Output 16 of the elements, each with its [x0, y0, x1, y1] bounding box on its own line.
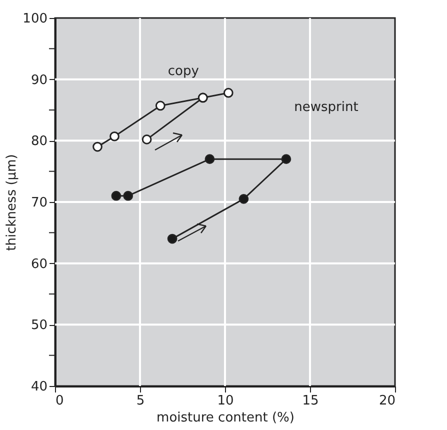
x-axis-title: moisture content (%) [156, 410, 294, 426]
y-tick-label: 80 [30, 134, 48, 150]
x-tick-label: 5 [136, 394, 145, 408]
y-tick-label: 90 [30, 72, 48, 88]
y-tick-label: 40 [30, 380, 48, 394]
x-tick-label: 0 [56, 394, 64, 408]
x-tick-label: 10 [217, 394, 234, 408]
y-axis-title: thickness (μm) [4, 154, 20, 251]
text: newsprint [294, 100, 358, 116]
y-tick-label: 100 [22, 12, 48, 26]
y-tick-label: 60 [30, 256, 48, 272]
y-tick-label: 50 [30, 318, 48, 334]
y-tick-label: 70 [30, 196, 48, 210]
x-tick-label: 15 [302, 394, 319, 408]
x-tick-label: 20 [378, 394, 396, 408]
series-label: copy [168, 64, 200, 79]
